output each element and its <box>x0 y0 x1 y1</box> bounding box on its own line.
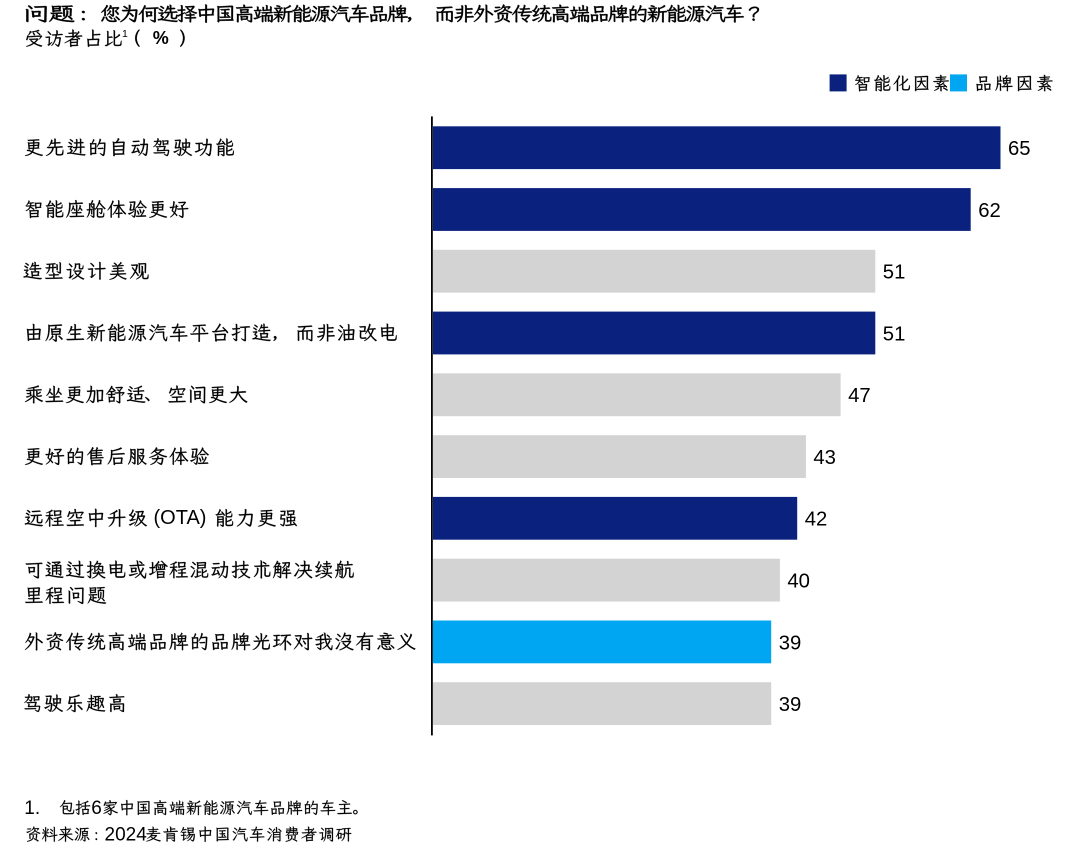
svg-text:51: 51 <box>883 262 906 284</box>
svg-text:42: 42 <box>805 509 828 531</box>
svg-text:65: 65 <box>1008 138 1031 160</box>
svg-text:62: 62 <box>978 200 1001 222</box>
svg-text:(OTA): (OTA) <box>154 507 207 529</box>
svg-text:40: 40 <box>787 571 810 593</box>
svg-text:6: 6 <box>91 798 102 819</box>
svg-text:2024: 2024 <box>105 824 148 845</box>
svg-text:51: 51 <box>883 323 906 345</box>
svg-text:1: 1 <box>122 28 128 40</box>
svg-text:47: 47 <box>848 385 871 407</box>
svg-text:%: % <box>153 28 169 48</box>
svg-text:1.: 1. <box>24 798 40 819</box>
svg-text:43: 43 <box>813 447 836 469</box>
svg-text:39: 39 <box>779 632 802 654</box>
svg-text:39: 39 <box>779 694 802 716</box>
